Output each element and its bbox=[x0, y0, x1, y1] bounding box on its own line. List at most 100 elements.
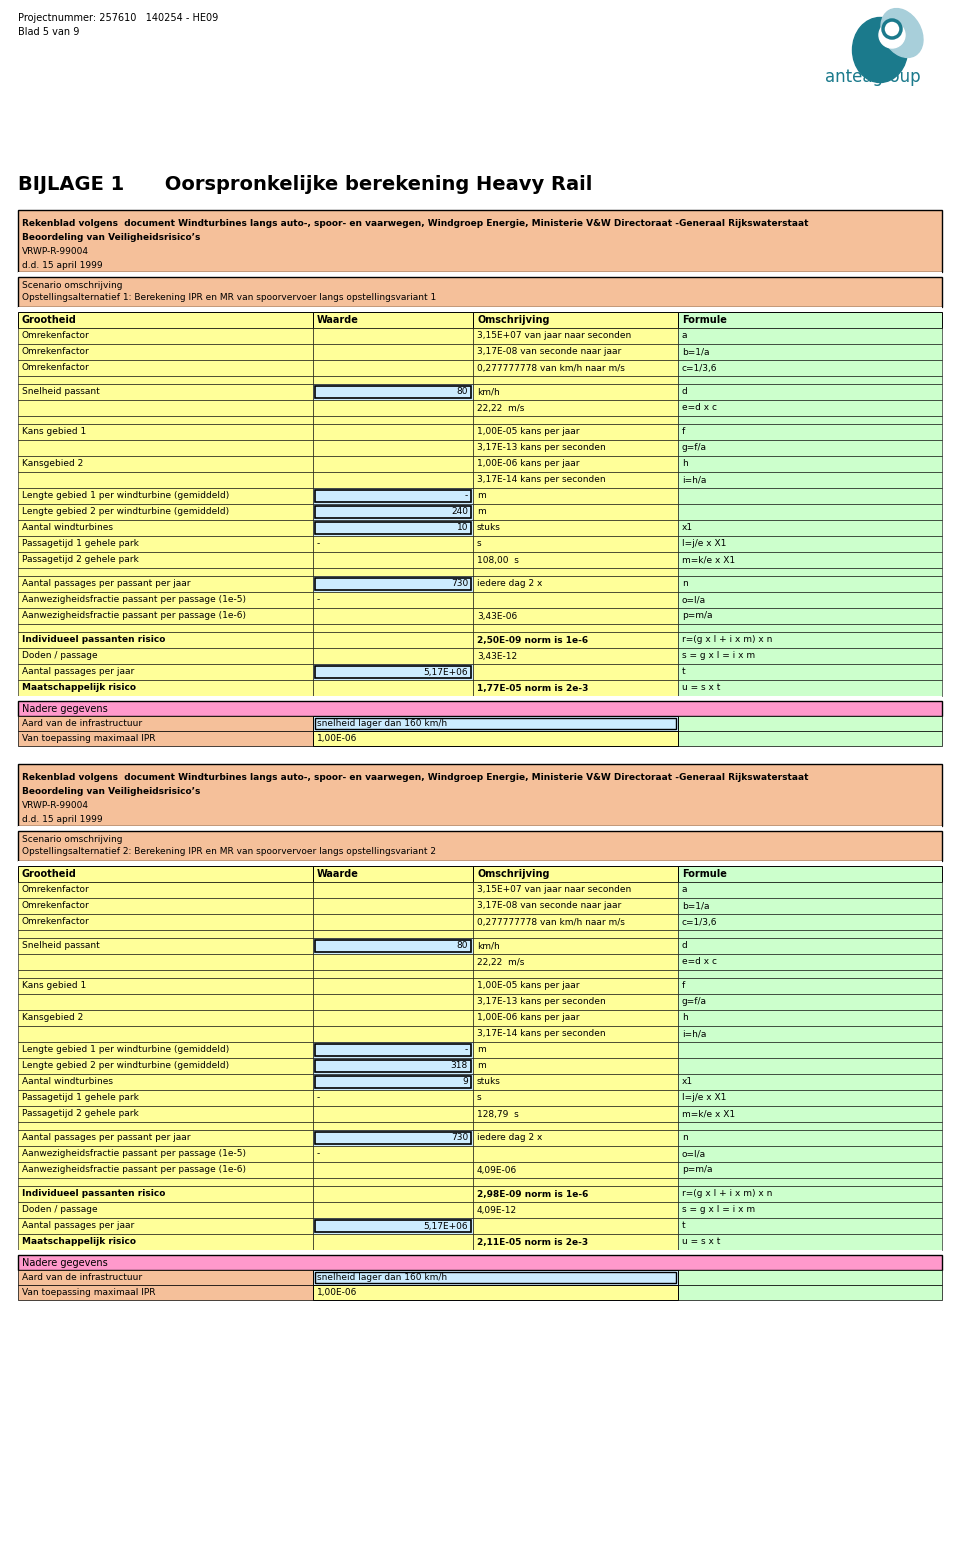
Bar bbox=[473, 1202, 678, 1217]
Text: 318: 318 bbox=[451, 1061, 468, 1071]
Bar bbox=[473, 440, 678, 456]
Bar bbox=[678, 360, 942, 375]
Text: 3,43E-12: 3,43E-12 bbox=[477, 652, 517, 661]
Text: Passagetijd 1 gehele park: Passagetijd 1 gehele park bbox=[22, 539, 139, 548]
Bar bbox=[313, 938, 473, 953]
Text: s = g x l = i x m: s = g x l = i x m bbox=[682, 652, 756, 661]
Bar bbox=[315, 386, 471, 399]
Bar bbox=[678, 504, 942, 521]
Bar bbox=[313, 328, 473, 345]
Text: Individueel passanten risico: Individueel passanten risico bbox=[22, 635, 165, 644]
Bar bbox=[18, 938, 313, 953]
Bar bbox=[473, 521, 678, 536]
Bar bbox=[18, 827, 942, 831]
Bar bbox=[315, 578, 471, 590]
Bar bbox=[678, 1270, 942, 1285]
Bar bbox=[18, 898, 313, 915]
Text: t: t bbox=[682, 1222, 685, 1230]
Text: -: - bbox=[465, 1046, 468, 1055]
Text: VRWP-R-99004: VRWP-R-99004 bbox=[22, 800, 89, 810]
Bar bbox=[678, 473, 942, 488]
Text: Snelheid passant: Snelheid passant bbox=[22, 941, 100, 950]
Text: 22,22  m/s: 22,22 m/s bbox=[477, 958, 524, 967]
Bar bbox=[473, 488, 678, 504]
Text: Grootheid: Grootheid bbox=[22, 315, 77, 324]
Bar bbox=[313, 360, 473, 375]
Text: Van toepassing maximaal IPR: Van toepassing maximaal IPR bbox=[22, 1289, 156, 1296]
Text: Opstellingsalternatief 2: Berekening IPR en MR van spoorvervoer langs opstelling: Opstellingsalternatief 2: Berekening IPR… bbox=[22, 848, 436, 856]
Bar bbox=[313, 1026, 473, 1041]
Bar bbox=[18, 1074, 313, 1091]
Bar bbox=[678, 867, 942, 882]
Text: i=h/a: i=h/a bbox=[682, 476, 707, 485]
Bar bbox=[313, 592, 473, 609]
Bar bbox=[315, 490, 471, 502]
Bar bbox=[473, 978, 678, 993]
Text: Omrekenfactor: Omrekenfactor bbox=[22, 918, 89, 927]
Bar bbox=[18, 552, 313, 569]
Bar bbox=[313, 1074, 473, 1091]
Bar bbox=[313, 1217, 473, 1234]
Text: Lengte gebied 1 per windturbine (gemiddeld): Lengte gebied 1 per windturbine (gemidde… bbox=[22, 1046, 229, 1055]
Bar bbox=[473, 624, 678, 632]
Bar bbox=[678, 536, 942, 552]
Text: VRWP-R-99004: VRWP-R-99004 bbox=[22, 247, 89, 255]
Bar bbox=[18, 416, 313, 423]
Bar bbox=[473, 1074, 678, 1091]
Bar bbox=[678, 1106, 942, 1122]
Bar bbox=[313, 953, 473, 970]
Text: a: a bbox=[682, 885, 687, 895]
Bar bbox=[18, 715, 313, 731]
Bar bbox=[678, 456, 942, 473]
Bar bbox=[18, 632, 313, 647]
Bar bbox=[678, 1177, 942, 1187]
Bar bbox=[315, 1075, 471, 1088]
Bar bbox=[678, 715, 942, 731]
Bar bbox=[18, 1146, 313, 1162]
Text: i=h/a: i=h/a bbox=[682, 1029, 707, 1038]
Bar bbox=[473, 504, 678, 521]
Text: 9: 9 bbox=[463, 1077, 468, 1086]
Text: Grootheid: Grootheid bbox=[22, 868, 77, 879]
Text: 3,17E-08 van seconde naar jaar: 3,17E-08 van seconde naar jaar bbox=[477, 901, 621, 910]
Bar bbox=[313, 312, 473, 328]
Bar bbox=[473, 345, 678, 360]
Bar bbox=[473, 867, 678, 882]
Bar bbox=[18, 763, 942, 827]
Text: s = g x l = i x m: s = g x l = i x m bbox=[682, 1205, 756, 1214]
Bar bbox=[678, 385, 942, 400]
Text: Aanwezigheidsfractie passant per passage (1e-5): Aanwezigheidsfractie passant per passage… bbox=[22, 595, 246, 604]
Bar bbox=[18, 970, 313, 978]
Bar bbox=[18, 1041, 313, 1058]
Bar bbox=[473, 1129, 678, 1146]
Bar bbox=[315, 1132, 471, 1143]
Text: -: - bbox=[317, 1149, 321, 1159]
Bar bbox=[678, 1010, 942, 1026]
Bar bbox=[315, 507, 471, 518]
Bar bbox=[678, 1187, 942, 1202]
Bar bbox=[678, 1122, 942, 1129]
Text: Formule: Formule bbox=[682, 868, 727, 879]
Bar bbox=[313, 1177, 473, 1187]
Bar bbox=[313, 400, 473, 416]
Text: Omrekenfactor: Omrekenfactor bbox=[22, 885, 89, 895]
Text: Kans gebied 1: Kans gebied 1 bbox=[22, 428, 86, 437]
Bar bbox=[473, 328, 678, 345]
Bar bbox=[473, 456, 678, 473]
Text: stuks: stuks bbox=[477, 524, 501, 533]
Bar bbox=[313, 680, 473, 695]
Bar bbox=[678, 1074, 942, 1091]
Text: m=k/e x X1: m=k/e x X1 bbox=[682, 1109, 735, 1119]
Bar bbox=[313, 882, 473, 898]
Bar bbox=[18, 440, 313, 456]
Text: 3,15E+07 van jaar naar seconden: 3,15E+07 van jaar naar seconden bbox=[477, 885, 632, 895]
Bar bbox=[678, 953, 942, 970]
Bar bbox=[18, 488, 313, 504]
Text: Passagetijd 1 gehele park: Passagetijd 1 gehele park bbox=[22, 1094, 139, 1103]
Text: 0,277777778 van km/h naar m/s: 0,277777778 van km/h naar m/s bbox=[477, 363, 625, 372]
Text: r=(g x l + i x m) x n: r=(g x l + i x m) x n bbox=[682, 1190, 773, 1199]
Text: p=m/a: p=m/a bbox=[682, 612, 712, 621]
Bar bbox=[18, 882, 313, 898]
Bar bbox=[678, 400, 942, 416]
Bar bbox=[678, 488, 942, 504]
